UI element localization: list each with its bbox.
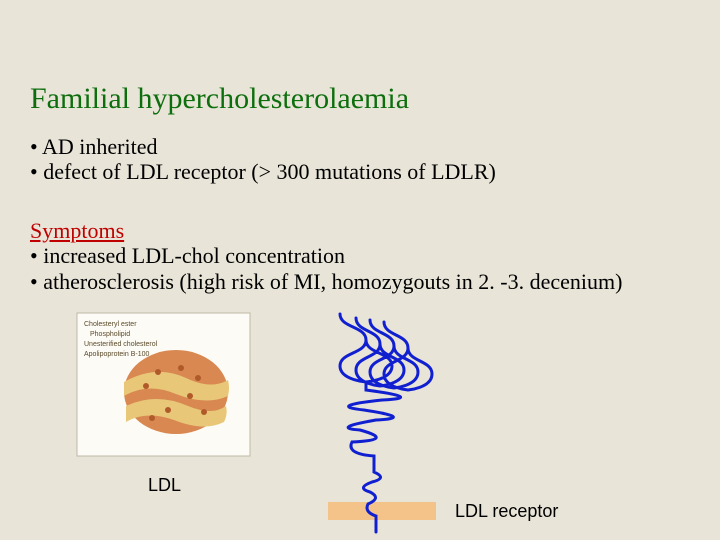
svg-text:Cholesteryl ester: Cholesteryl ester: [84, 321, 137, 328]
svg-text:Unesterified cholesterol: Unesterified cholesterol: [84, 341, 158, 348]
ldl-label: LDL: [148, 475, 181, 496]
bullet-increased-ldl: • increased LDL-chol concentration: [30, 243, 622, 268]
svg-text:Apolipoprotein B-100: Apolipoprotein B-100: [84, 351, 149, 358]
bullet-ad-inherited: • AD inherited: [30, 134, 496, 159]
ldl-receptor-label: LDL receptor: [455, 501, 558, 522]
svg-text:Phospholipid: Phospholipid: [90, 331, 130, 338]
bullet-defect-ldl: • defect of LDL receptor (> 300 mutation…: [30, 159, 496, 184]
ldl-receptor-figure: [316, 306, 466, 534]
slide: Familial hypercholesterolaemia • AD inhe…: [0, 0, 720, 540]
ldl-particle-svg: Cholesteryl ester Phospholipid Unesterif…: [76, 312, 251, 457]
ldl-particle-figure: Cholesteryl ester Phospholipid Unesterif…: [76, 312, 251, 457]
bullet-atherosclerosis: • atherosclerosis (high risk of MI, homo…: [30, 269, 622, 294]
ldl-receptor-svg: [316, 306, 466, 534]
symptoms-heading: Symptoms: [30, 218, 622, 243]
symptoms-block: Symptoms • increased LDL-chol concentrat…: [30, 218, 622, 294]
intro-block: • AD inherited • defect of LDL receptor …: [30, 134, 496, 185]
slide-title: Familial hypercholesterolaemia: [30, 82, 409, 116]
